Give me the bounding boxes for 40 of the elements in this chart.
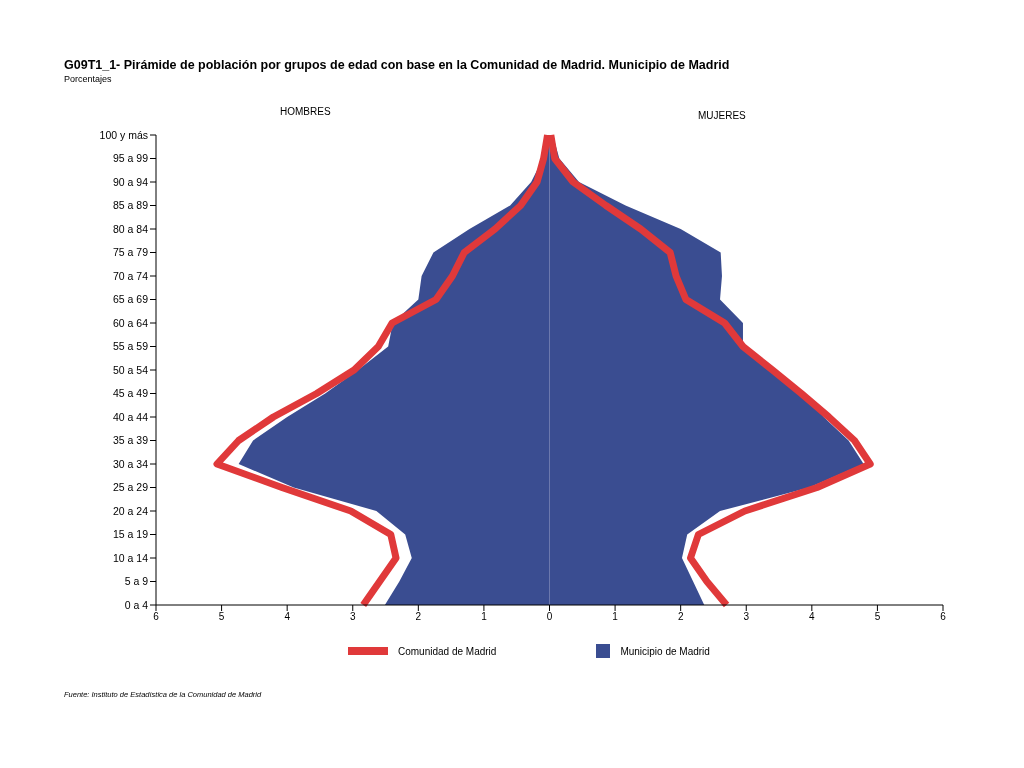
x-tick-label: 6 bbox=[153, 611, 160, 623]
x-tick-label: 4 bbox=[284, 611, 291, 623]
y-tick-label: 0 a 4 bbox=[124, 598, 149, 611]
y-tick-label: 5 a 9 bbox=[124, 575, 149, 588]
y-tick-label: 100 y más bbox=[99, 128, 148, 141]
y-tick-label: 40 a 44 bbox=[112, 410, 149, 423]
chart-subtitle: Porcentajes bbox=[64, 74, 112, 84]
y-tick-label: 10 a 14 bbox=[112, 551, 149, 564]
y-tick-label: 30 a 34 bbox=[112, 457, 149, 470]
x-tick-label: 2 bbox=[677, 611, 684, 623]
y-tick-label: 50 a 54 bbox=[112, 363, 149, 376]
x-tick-label: 1 bbox=[612, 611, 619, 623]
y-tick-label: 65 a 69 bbox=[112, 293, 149, 306]
x-tick-label: 5 bbox=[218, 611, 225, 623]
y-tick-label: 20 a 24 bbox=[112, 504, 149, 517]
y-tick-label: 15 a 19 bbox=[112, 528, 149, 541]
y-tick-label: 35 a 39 bbox=[112, 434, 149, 447]
x-tick-label: 4 bbox=[809, 611, 816, 623]
chart-title: G09T1_1- Pirámide de población por grupos de edad con base en la Comunidad de Madrid. Municipio de Madrid bbox=[64, 58, 730, 72]
legend-label: Municipio de Madrid bbox=[620, 645, 710, 657]
x-tick-label: 3 bbox=[743, 611, 750, 623]
x-tick-label: 2 bbox=[415, 611, 422, 623]
y-tick-label: 45 a 49 bbox=[112, 387, 149, 400]
x-tick-label: 3 bbox=[349, 611, 356, 623]
text: HOMBRES bbox=[280, 106, 331, 117]
x-tick-label: 0 bbox=[546, 611, 553, 623]
y-tick-label: 60 a 64 bbox=[112, 316, 149, 329]
legend-label: Comunidad de Madrid bbox=[398, 645, 497, 657]
x-tick-label: 6 bbox=[940, 611, 947, 623]
y-tick-label: 25 a 29 bbox=[112, 481, 149, 494]
text: MUJERES bbox=[698, 110, 746, 121]
y-tick-label: 85 a 89 bbox=[112, 199, 149, 212]
y-tick-label: 70 a 74 bbox=[112, 269, 149, 282]
x-tick-label: 1 bbox=[481, 611, 488, 623]
x-tick-label: 5 bbox=[874, 611, 881, 623]
y-tick-label: 90 a 94 bbox=[112, 175, 149, 188]
y-tick-label: 95 a 99 bbox=[112, 152, 149, 165]
y-tick-label: 55 a 59 bbox=[112, 340, 149, 353]
y-tick-label: 80 a 84 bbox=[112, 222, 149, 235]
y-tick-label: 75 a 79 bbox=[112, 246, 149, 259]
